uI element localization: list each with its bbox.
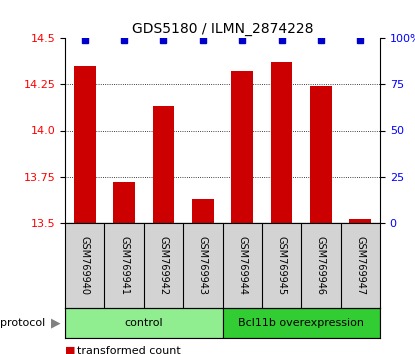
Bar — [153, 107, 174, 223]
Bar — [222, 308, 380, 338]
Bar — [192, 199, 214, 223]
Text: GSM769947: GSM769947 — [355, 236, 365, 295]
Bar — [231, 71, 253, 223]
Title: GDS5180 / ILMN_2874228: GDS5180 / ILMN_2874228 — [132, 22, 313, 36]
Bar — [74, 66, 95, 223]
Text: ▶: ▶ — [51, 316, 61, 330]
Bar — [113, 182, 135, 223]
Text: GSM769945: GSM769945 — [276, 236, 287, 295]
Bar — [310, 86, 332, 223]
Text: GSM769941: GSM769941 — [119, 236, 129, 295]
Bar — [349, 219, 371, 223]
Text: GSM769942: GSM769942 — [159, 236, 168, 295]
Text: GSM769946: GSM769946 — [316, 236, 326, 295]
Text: GSM769943: GSM769943 — [198, 236, 208, 295]
Text: control: control — [124, 318, 163, 328]
Text: GSM769940: GSM769940 — [80, 236, 90, 295]
Text: transformed count: transformed count — [78, 346, 181, 354]
Text: ■: ■ — [65, 346, 76, 354]
Text: protocol: protocol — [0, 318, 45, 328]
Bar — [65, 308, 222, 338]
Text: GSM769944: GSM769944 — [237, 236, 247, 295]
Text: Bcl11b overexpression: Bcl11b overexpression — [238, 318, 364, 328]
Bar — [271, 62, 293, 223]
